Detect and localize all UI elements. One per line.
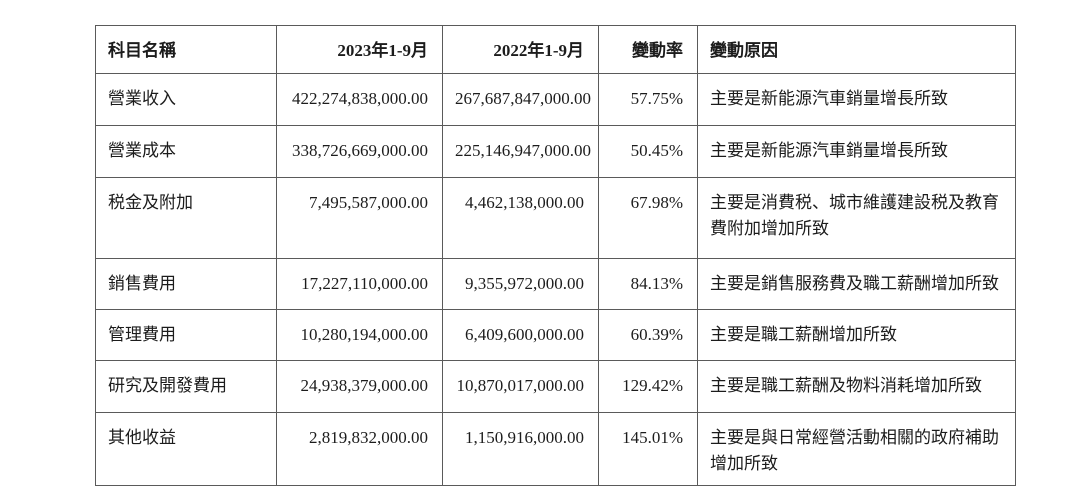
change-reason-cell: 主要是職工薪酬增加所致 (697, 309, 1016, 361)
header-change-rate: 變動率 (598, 25, 698, 74)
table-row: 營業收入 422,274,838,000.00 267,687,847,000.… (95, 73, 1016, 126)
header-change-reason: 變動原因 (697, 25, 1016, 74)
value-2022-cell: 6,409,600,000.00 (442, 309, 599, 361)
value-2022-cell: 1,150,916,000.00 (442, 412, 599, 486)
value-2022-cell: 10,870,017,000.00 (442, 360, 599, 413)
value-2023-cell: 7,495,587,000.00 (276, 177, 443, 259)
value-2022-cell: 4,462,138,000.00 (442, 177, 599, 259)
change-reason-cell: 主要是消費税、城市維護建設税及教育費附加增加所致 (697, 177, 1016, 259)
change-reason-cell: 主要是新能源汽車銷量增長所致 (697, 125, 1016, 178)
table-row: 税金及附加 7,495,587,000.00 4,462,138,000.00 … (95, 177, 1016, 259)
header-row: 科目名稱 2023年1-9月 2022年1-9月 變動率 變動原因 (95, 25, 1016, 74)
change-reason-cell: 主要是與日常經營活動相關的政府補助增加所致 (697, 412, 1016, 486)
change-rate-cell: 129.42% (598, 360, 698, 413)
account-cell: 研究及開發費用 (95, 360, 277, 413)
change-rate-cell: 67.98% (598, 177, 698, 259)
change-reason-cell: 主要是新能源汽車銷量增長所致 (697, 73, 1016, 126)
change-reason-cell: 主要是銷售服務費及職工薪酬增加所致 (697, 258, 1016, 310)
table-row: 銷售費用 17,227,110,000.00 9,355,972,000.00 … (95, 258, 1016, 310)
account-cell: 銷售費用 (95, 258, 277, 310)
value-2023-cell: 2,819,832,000.00 (276, 412, 443, 486)
change-reason-cell: 主要是職工薪酬及物料消耗增加所致 (697, 360, 1016, 413)
value-2022-cell: 9,355,972,000.00 (442, 258, 599, 310)
change-rate-cell: 60.39% (598, 309, 698, 361)
account-cell: 税金及附加 (95, 177, 277, 259)
account-cell: 營業收入 (95, 73, 277, 126)
account-cell: 管理費用 (95, 309, 277, 361)
account-cell: 其他收益 (95, 412, 277, 486)
value-2023-cell: 17,227,110,000.00 (276, 258, 443, 310)
value-2022-cell: 267,687,847,000.00 (442, 73, 599, 126)
header-period-2022: 2022年1-9月 (442, 25, 599, 74)
change-rate-cell: 84.13% (598, 258, 698, 310)
change-rate-cell: 50.45% (598, 125, 698, 178)
header-period-2023: 2023年1-9月 (276, 25, 443, 74)
table-row: 營業成本 338,726,669,000.00 225,146,947,000.… (95, 125, 1016, 178)
change-rate-cell: 57.75% (598, 73, 698, 126)
header-account: 科目名稱 (95, 25, 277, 74)
financial-changes-table-wrap: 科目名稱 2023年1-9月 2022年1-9月 變動率 變動原因 營業收入 4… (95, 25, 1016, 486)
table-row: 管理費用 10,280,194,000.00 6,409,600,000.00 … (95, 309, 1016, 361)
value-2023-cell: 10,280,194,000.00 (276, 309, 443, 361)
account-cell: 營業成本 (95, 125, 277, 178)
value-2023-cell: 24,938,379,000.00 (276, 360, 443, 413)
change-rate-cell: 145.01% (598, 412, 698, 486)
value-2022-cell: 225,146,947,000.00 (442, 125, 599, 178)
table-row: 其他收益 2,819,832,000.00 1,150,916,000.00 1… (95, 412, 1016, 486)
financial-changes-table: 科目名稱 2023年1-9月 2022年1-9月 變動率 變動原因 營業收入 4… (95, 25, 1016, 486)
table-row: 研究及開發費用 24,938,379,000.00 10,870,017,000… (95, 360, 1016, 413)
value-2023-cell: 338,726,669,000.00 (276, 125, 443, 178)
value-2023-cell: 422,274,838,000.00 (276, 73, 443, 126)
